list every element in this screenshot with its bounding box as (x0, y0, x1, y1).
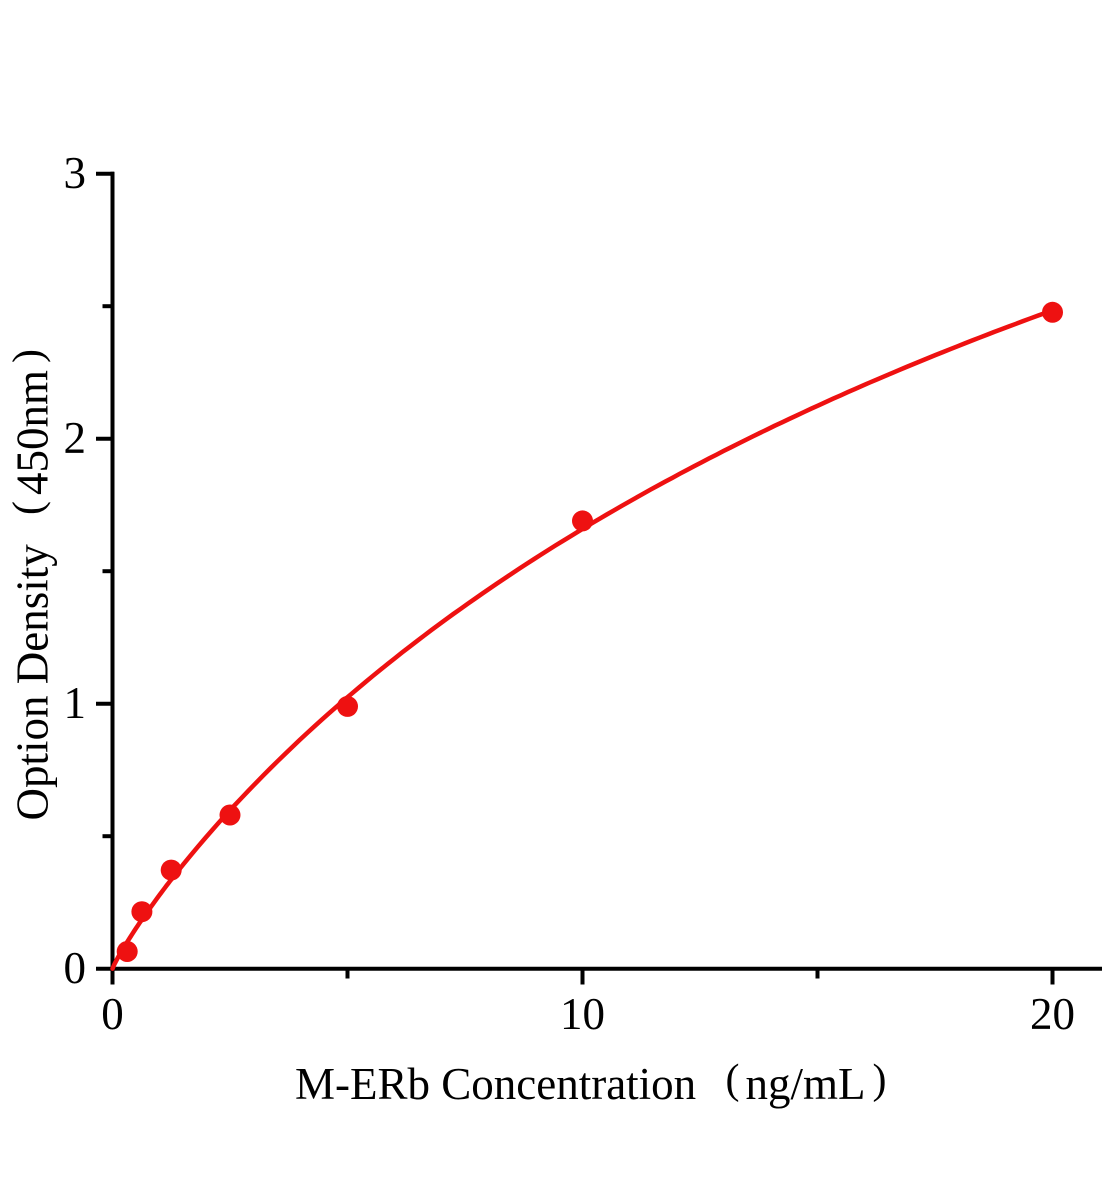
svg-text:0: 0 (101, 989, 124, 1039)
svg-text:M-ERb Concentration(ng/mL): M-ERb Concentration(ng/mL) (295, 1057, 886, 1109)
svg-text:Option Density(450nm): Option Density(450nm) (6, 349, 58, 821)
svg-text:0: 0 (64, 943, 87, 993)
svg-text:1: 1 (64, 678, 87, 728)
svg-text:20: 20 (1030, 989, 1075, 1039)
svg-text:3: 3 (64, 148, 87, 198)
svg-text:2: 2 (64, 413, 87, 463)
svg-text:10: 10 (560, 989, 605, 1039)
